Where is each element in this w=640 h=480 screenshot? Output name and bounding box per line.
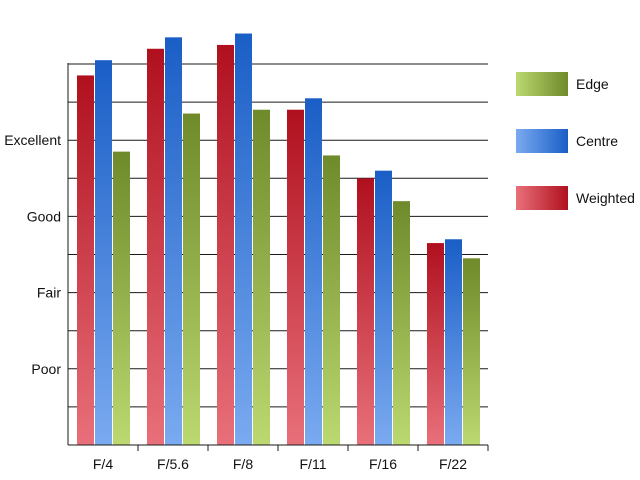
bar-centre-5 (445, 239, 462, 445)
bar-weighted-5 (427, 243, 444, 445)
bars (77, 33, 480, 446)
bar-weighted-2 (217, 44, 234, 445)
legend: Edge Centre Weighted (516, 72, 635, 210)
legend-swatch-centre (516, 129, 568, 153)
y-tick-label: Good (27, 208, 61, 224)
legend-swatch-edge (516, 72, 568, 96)
bar-edge-2 (253, 109, 270, 445)
bar-edge-3 (323, 155, 340, 445)
x-tick-label: F/22 (439, 456, 467, 472)
gridlines (68, 63, 488, 408)
bar-weighted-3 (287, 109, 304, 445)
legend-label-weighted: Weighted (576, 190, 635, 206)
y-tick-label: Fair (37, 285, 61, 301)
bar-centre-2 (235, 33, 252, 446)
y-tick-labels: Poor Fair Good Excellent (4, 132, 61, 377)
bar-centre-0 (95, 60, 112, 445)
x-tick-label: F/4 (93, 456, 113, 472)
bar-edge-1 (183, 113, 200, 445)
legend-label-centre: Centre (576, 133, 618, 149)
legend-swatch-weighted (516, 186, 568, 210)
bar-centre-3 (305, 98, 322, 445)
x-tick-label: F/16 (369, 456, 397, 472)
x-tick-labels: F/4 F/5.6 F/8 F/11 F/16 F/22 (93, 456, 467, 472)
x-tick-label: F/8 (233, 456, 253, 472)
bar-edge-5 (463, 258, 480, 445)
bar-weighted-1 (147, 48, 164, 445)
axes (67, 63, 489, 451)
y-tick-label: Excellent (4, 132, 61, 148)
bar-edge-0 (113, 151, 130, 445)
x-tick-label: F/11 (300, 456, 327, 472)
x-tick-label: F/5.6 (157, 456, 189, 472)
bar-centre-1 (165, 37, 182, 446)
y-tick-label: Poor (31, 361, 61, 377)
bar-weighted-4 (357, 178, 374, 446)
legend-label-edge: Edge (576, 76, 609, 92)
bar-centre-4 (375, 170, 392, 445)
bar-weighted-0 (77, 75, 94, 446)
bar-edge-4 (393, 201, 410, 445)
